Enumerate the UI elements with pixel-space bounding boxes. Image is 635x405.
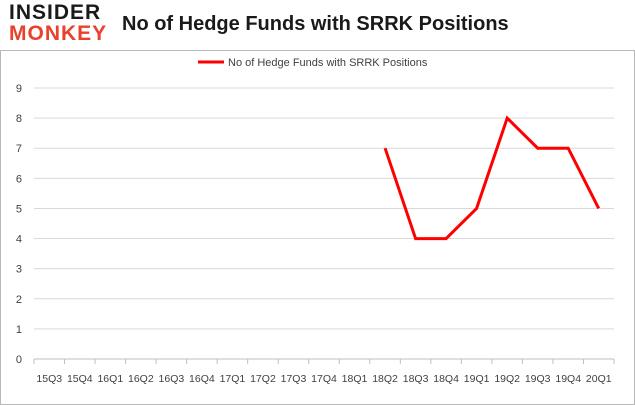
y-tick-label: 0: [16, 354, 22, 366]
x-tick-label: 19Q1: [464, 373, 490, 385]
x-tick-label: 19Q3: [525, 373, 551, 385]
y-tick-label: 2: [16, 294, 22, 306]
y-tick-label: 8: [16, 113, 22, 125]
insider-monkey-logo: INSIDER MONKEY: [9, 2, 117, 48]
legend: No of Hedge Funds with SRRK Positions: [198, 57, 428, 69]
x-tick-label: 20Q1: [586, 373, 612, 385]
x-tick-label: 15Q3: [36, 373, 62, 385]
x-tick-label: 19Q4: [555, 373, 581, 385]
x-tick-labels: 15Q3 15Q4 16Q1 16Q2 16Q3 16Q4 17Q1 17Q2 17Q3 17Q4…: [36, 373, 611, 385]
x-tick-label: 18Q2: [372, 373, 398, 385]
x-tick-label: 15Q4: [67, 373, 93, 385]
y-tick-labels: 0 1 2 3 4 5 6 7 8 9: [16, 83, 22, 366]
x-tick-label: 18Q4: [433, 373, 459, 385]
y-tick-label: 1: [16, 324, 22, 336]
logo-line2: MONKEY: [9, 22, 108, 45]
x-tick-label: 16Q2: [128, 373, 154, 385]
x-tick-label: 16Q3: [159, 373, 185, 385]
x-tick-label: 17Q2: [250, 373, 276, 385]
x-tick-label: 18Q1: [342, 373, 368, 385]
gridlines: [34, 87, 614, 330]
x-tick-label: 16Q1: [97, 373, 123, 385]
x-tick-label: 19Q2: [494, 373, 520, 385]
y-tick-label: 6: [16, 173, 22, 185]
chart-title: No of Hedge Funds with SRRK Positions: [122, 13, 509, 35]
y-tick-label: 5: [16, 203, 22, 215]
legend-label: No of Hedge Funds with SRRK Positions: [228, 57, 428, 69]
y-tick-label: 7: [16, 143, 22, 155]
x-tick-label: 16Q4: [189, 373, 215, 385]
x-tick-label: 17Q1: [220, 373, 246, 385]
x-tick-label: 17Q4: [311, 373, 337, 385]
chart-frame: [0, 50, 635, 405]
y-tick-label: 9: [16, 83, 22, 95]
x-tick-label: 18Q3: [403, 373, 429, 385]
y-tick-label: 3: [16, 264, 22, 276]
x-tick-label: 17Q3: [281, 373, 307, 385]
series-lines: [383, 115, 601, 241]
axes: [33, 358, 615, 364]
logo-line1: INSIDER: [9, 1, 102, 24]
header: INSIDER MONKEY No of Hedge Funds with SR…: [0, 0, 635, 50]
y-tick-label: 4: [16, 234, 22, 246]
series-line: [383, 115, 601, 241]
